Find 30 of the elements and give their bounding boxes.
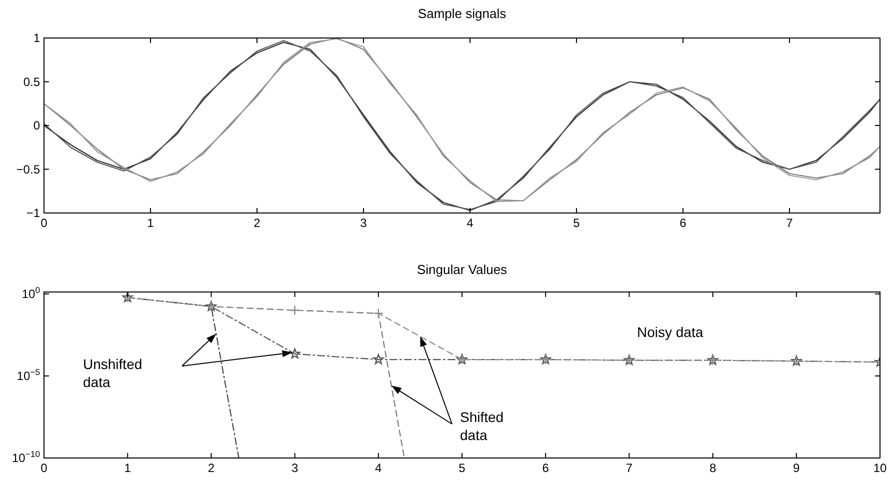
x-tick-label: 4 bbox=[466, 216, 474, 230]
x-tick-label: 5 bbox=[458, 461, 466, 475]
y-tick-label: 10$^{−10}$ bbox=[12, 449, 40, 465]
annotation: Noisy data bbox=[637, 324, 704, 340]
x-tick-label: 8 bbox=[709, 461, 716, 475]
x-tick-label: 10 bbox=[873, 461, 887, 475]
x-tick-label: 2 bbox=[254, 216, 261, 230]
annotation: Unshifted data bbox=[83, 356, 142, 390]
y-tick-label: 0 bbox=[33, 118, 40, 132]
y-tick-label: 0.5 bbox=[23, 74, 40, 89]
x-tick-label: 3 bbox=[291, 461, 298, 475]
x-tick-label: 7 bbox=[786, 216, 794, 230]
y-tick-label: 1 bbox=[33, 31, 40, 45]
chart-title: Singular Values bbox=[416, 262, 508, 277]
x-tick-label: 1 bbox=[147, 216, 154, 230]
x-tick-label: 6 bbox=[542, 461, 550, 475]
y-tick-label: 10$^{0}$ bbox=[22, 284, 40, 301]
x-tick-label: 3 bbox=[360, 216, 368, 230]
x-tick-label: 6 bbox=[680, 216, 687, 230]
y-tick-label: 10$^{−5}$ bbox=[16, 366, 40, 383]
x-tick-label: 2 bbox=[208, 461, 215, 475]
x-tick-label: 5 bbox=[573, 216, 580, 230]
y-tick-label: −1 bbox=[26, 206, 40, 220]
chart-title: Sample signals bbox=[418, 6, 507, 21]
x-tick-label: 9 bbox=[793, 461, 800, 475]
x-tick-label: 7 bbox=[626, 461, 633, 475]
annotation: Shifted data bbox=[460, 409, 504, 443]
x-tick-label: 4 bbox=[375, 461, 382, 475]
x-tick-label: 1 bbox=[124, 461, 132, 475]
y-tick-label: −0.5 bbox=[16, 162, 40, 176]
